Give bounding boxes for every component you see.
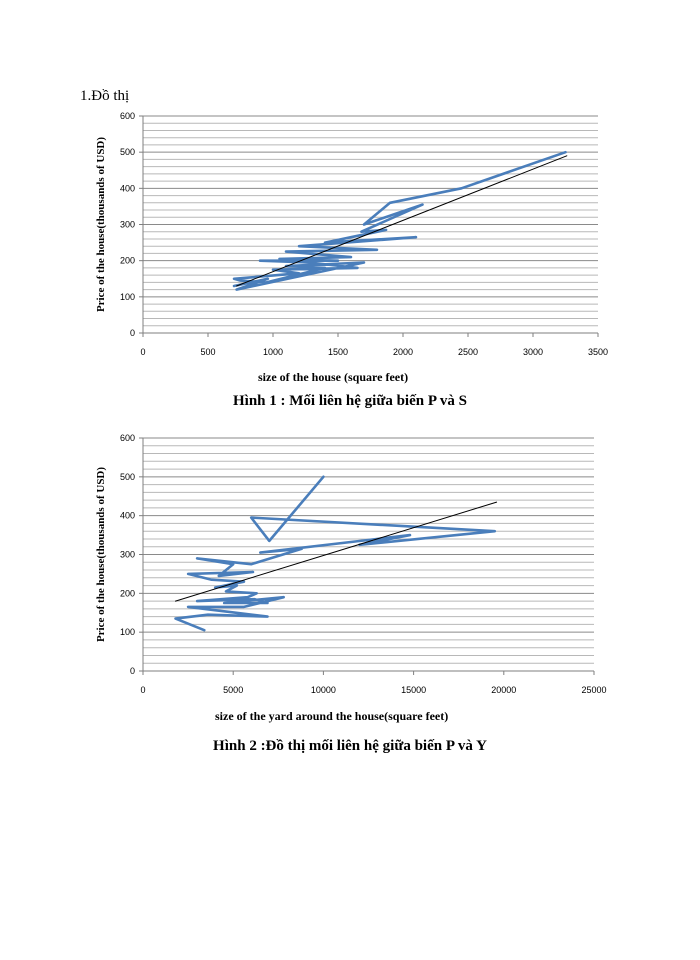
section-title: 1.Đồ thị <box>80 88 130 104</box>
y-tick-label: 600 <box>120 111 135 121</box>
chart-2-svg: 0 100 200 300 400 500 600 0 5000 10000 15000 20000 2… <box>95 433 607 695</box>
x-tick-label: 0 <box>140 685 145 695</box>
chart-2-xlabel: size of the yard around the house(square… <box>215 709 449 723</box>
trend-line <box>236 155 568 287</box>
y-tick-label: 0 <box>130 666 135 676</box>
x-tick-label: 3500 <box>588 347 608 357</box>
chart-2-caption: Hình 2 :Đồ thị mối liên hệ giữa biến P v… <box>213 738 487 754</box>
x-tick-label: 15000 <box>401 685 426 695</box>
trend-line <box>175 501 498 602</box>
x-tick-label: 3000 <box>523 347 543 357</box>
x-tick-label: 500 <box>200 347 215 357</box>
y-tick-label: 500 <box>120 147 135 157</box>
x-tick-label: 5000 <box>223 685 243 695</box>
y-axis-title: Price of the house(thousands of USD) <box>95 137 107 312</box>
x-tick-label: 25000 <box>581 685 606 695</box>
chart-2: 0 100 200 300 400 500 600 0 5000 10000 15000 20000 2… <box>95 433 607 695</box>
chart-1-xlabel: size of the house (square feet) <box>258 370 409 384</box>
x-tick-label: 20000 <box>491 685 516 695</box>
x-tick-label: 1000 <box>263 347 283 357</box>
y-tick-label: 200 <box>120 588 135 598</box>
y-tick-label: 400 <box>120 183 135 193</box>
chart-1-caption: Hình 1 : Mối liên hệ giữa biến P và S <box>232 393 468 409</box>
data-series-line <box>232 150 567 291</box>
y-tick-label: 500 <box>120 472 135 482</box>
x-tick-label: 10000 <box>311 685 336 695</box>
y-tick-label: 100 <box>120 292 135 302</box>
x-tick-label: 2000 <box>393 347 413 357</box>
y-tick-label: 400 <box>120 511 135 521</box>
y-tick-label: 100 <box>120 627 135 637</box>
y-tick-label: 300 <box>120 220 135 230</box>
x-tick-label: 0 <box>140 347 145 357</box>
y-tick-label: 200 <box>120 256 135 266</box>
chart-1-svg: 0 100 200 300 400 500 600 0 500 1000 1500 2000 2500 3… <box>95 111 608 357</box>
y-tick-label: 300 <box>120 550 135 560</box>
x-tick-label: 2500 <box>458 347 478 357</box>
y-axis-title: Price of the house(thousands of USD) <box>95 467 107 642</box>
chart-1: 0 100 200 300 400 500 600 0 500 1000 1500 2000 2500 3… <box>0 0 700 405</box>
x-tick-label: 1500 <box>328 347 348 357</box>
y-tick-label: 0 <box>130 328 135 338</box>
y-tick-label: 600 <box>120 433 135 443</box>
